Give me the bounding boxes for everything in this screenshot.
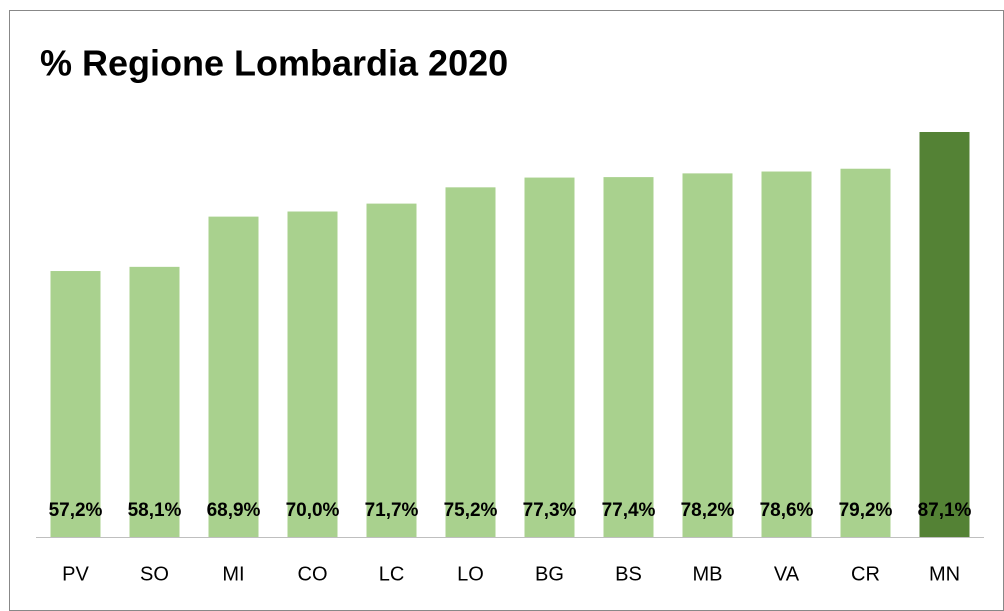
value-label: 78,6% bbox=[760, 500, 814, 521]
bar bbox=[50, 271, 101, 537]
value-label: 75,2% bbox=[444, 500, 498, 521]
value-label: 58,1% bbox=[128, 500, 182, 521]
x-tick-label: MN bbox=[929, 563, 960, 585]
bar bbox=[208, 216, 259, 537]
bar bbox=[761, 171, 812, 537]
value-label: 79,2% bbox=[839, 500, 893, 521]
value-label: 78,2% bbox=[681, 500, 735, 521]
value-label: 71,7% bbox=[365, 500, 419, 521]
x-tick-label: SO bbox=[140, 563, 169, 585]
x-tick-label: BS bbox=[615, 563, 642, 585]
value-label: 77,4% bbox=[602, 500, 656, 521]
x-tick-label: VA bbox=[774, 563, 800, 585]
bar bbox=[840, 168, 891, 537]
value-label: 70,0% bbox=[286, 500, 340, 521]
bar bbox=[919, 132, 970, 537]
x-tick-label: MB bbox=[693, 563, 723, 585]
bar bbox=[287, 211, 338, 537]
x-tick-label: BG bbox=[535, 563, 564, 585]
bar bbox=[682, 173, 733, 537]
value-label: 57,2% bbox=[49, 500, 103, 521]
bar bbox=[129, 266, 180, 537]
x-tick-label: LC bbox=[379, 563, 405, 585]
x-tick-label: CO bbox=[298, 563, 328, 585]
value-label: 87,1% bbox=[918, 500, 972, 521]
x-tick-label: CR bbox=[851, 563, 880, 585]
x-tick-label: MI bbox=[222, 563, 244, 585]
x-tick-label: LO bbox=[457, 563, 484, 585]
bar bbox=[603, 177, 654, 537]
x-tick-label: PV bbox=[62, 563, 89, 585]
value-label: 68,9% bbox=[207, 500, 261, 521]
value-label: 77,3% bbox=[523, 500, 577, 521]
bar bbox=[445, 187, 496, 537]
bar bbox=[366, 203, 417, 537]
chart-title: % Regione Lombardia 2020 bbox=[40, 43, 508, 84]
bar bbox=[524, 177, 575, 538]
